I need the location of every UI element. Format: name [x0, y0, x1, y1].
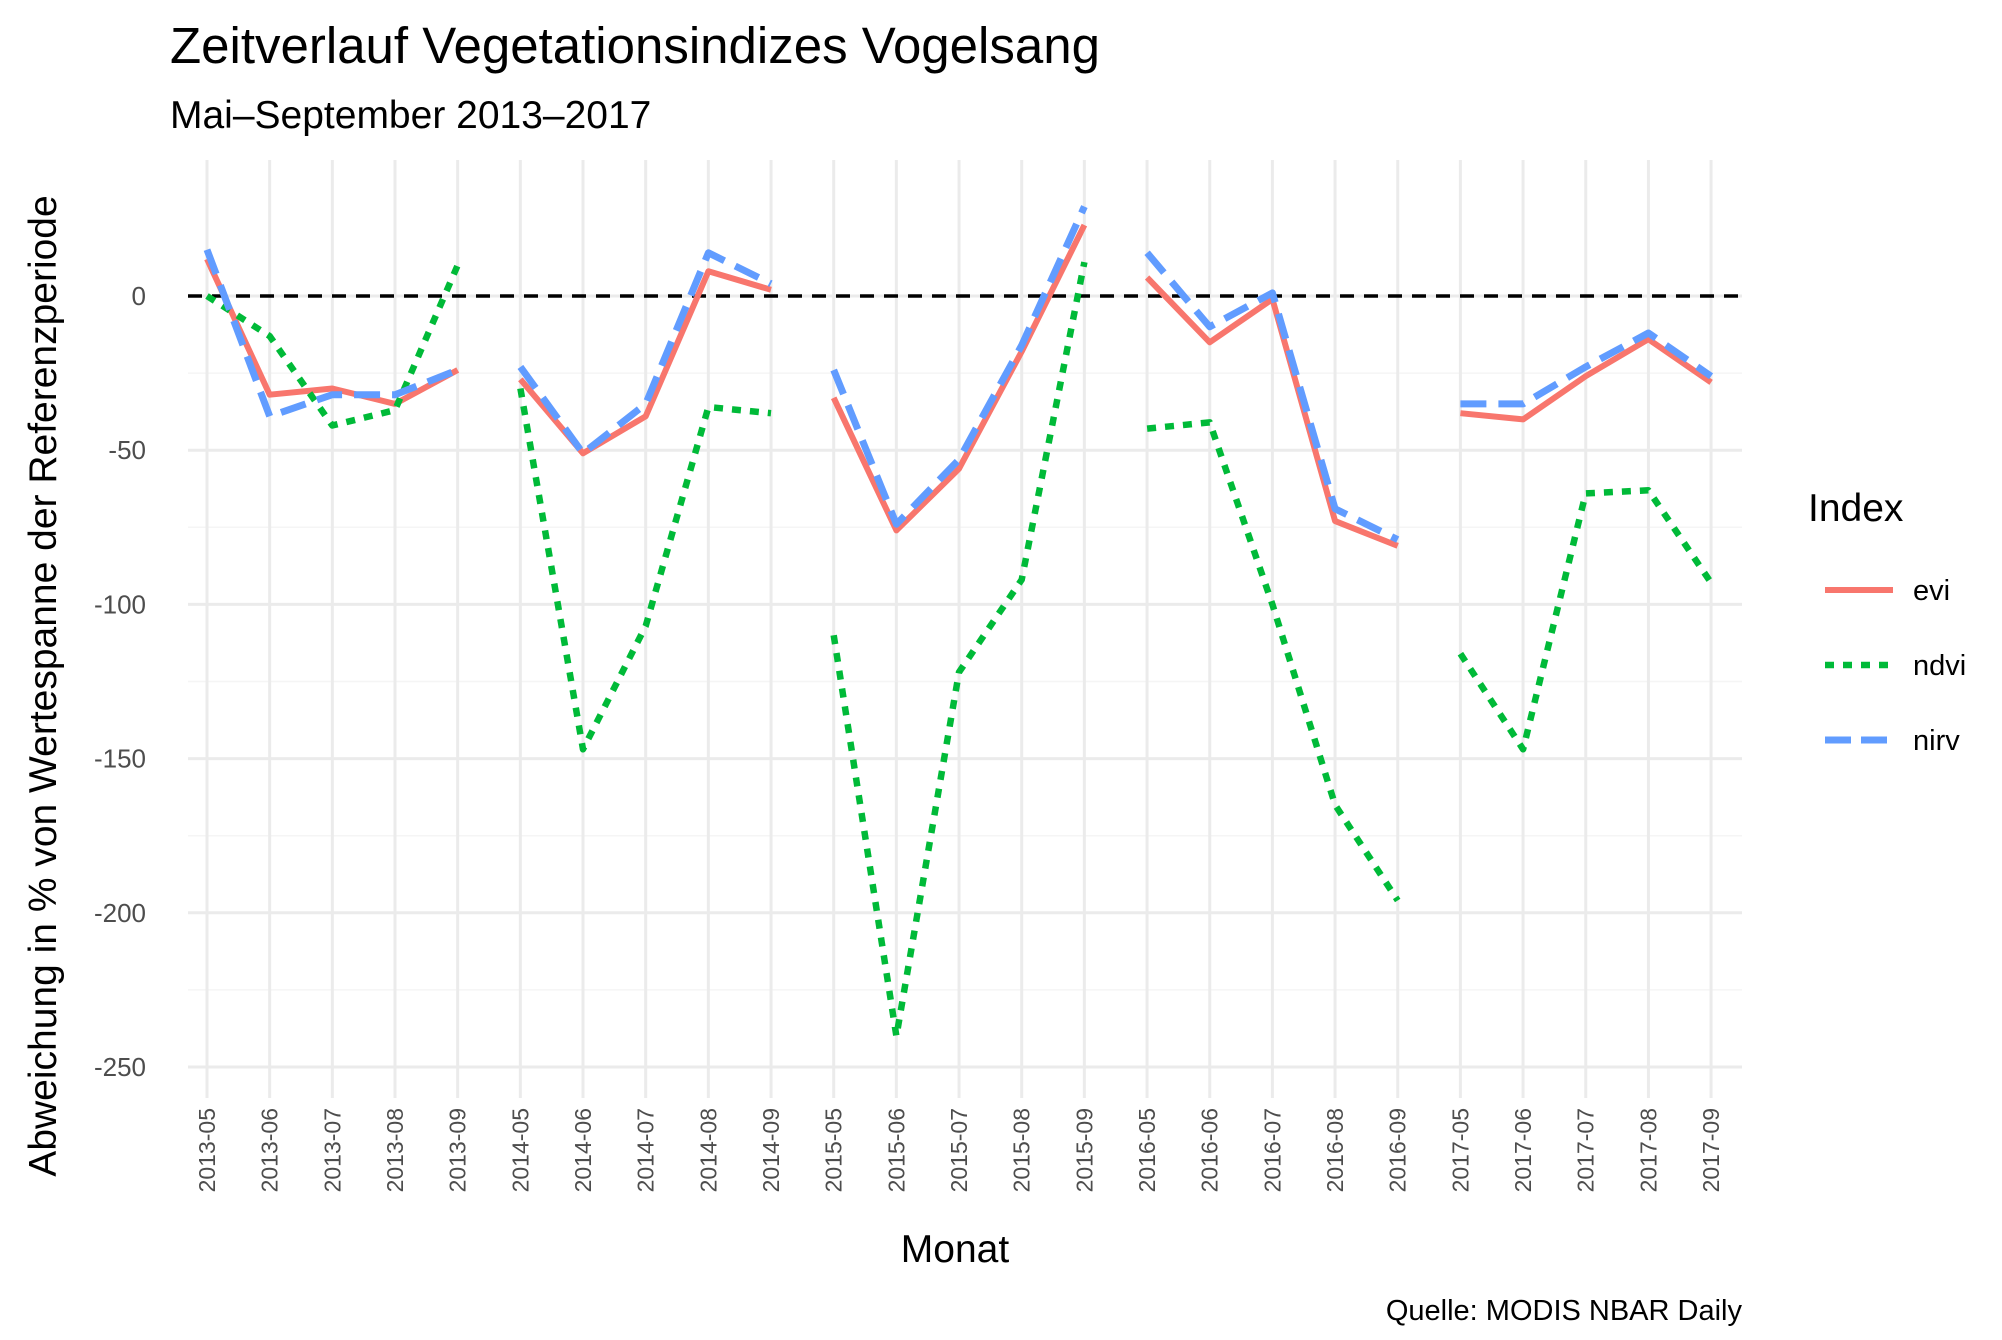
x-tick-label: 2017-08: [1635, 1108, 1661, 1192]
x-tick-label: 2013-07: [319, 1108, 345, 1192]
y-axis-title: Abweichung in % von Wertespanne der Refe…: [22, 195, 65, 1176]
x-tick-label: 2016-07: [1259, 1108, 1285, 1192]
legend-label-nirv: nirv: [1913, 725, 1960, 757]
x-axis-ticks: 2013-05 2013-06 2013-07 2013-08 2013-09 2014-…: [194, 1108, 1724, 1192]
y-axis-ticks: 0 -50 -100 -150 -200 -250: [94, 281, 146, 1082]
series-line-evi: [830, 223, 1088, 534]
y-tick-label: 0: [132, 281, 146, 311]
y-tick-label: -200: [94, 898, 146, 928]
legend: Index evi ndvi nirv: [1808, 487, 1966, 757]
x-tick-label: 2013-09: [445, 1108, 471, 1192]
series-line-evi: [518, 268, 772, 457]
x-tick-label: 2014-09: [758, 1108, 784, 1192]
series-line-ndvi: [1457, 487, 1714, 753]
legend-label-ndvi: ndvi: [1913, 650, 1966, 682]
x-tick-label: 2014-08: [695, 1108, 721, 1192]
y-tick-label: -100: [94, 589, 146, 619]
series-line-nirv: [830, 205, 1088, 528]
y-tick-label: -50: [108, 435, 146, 465]
x-tick-label: 2015-05: [821, 1108, 847, 1192]
x-tick-label: 2015-07: [946, 1108, 972, 1192]
series-line-nirv: [1460, 329, 1714, 408]
x-tick-label: 2016-09: [1385, 1108, 1411, 1192]
x-tick-label: 2015-08: [1009, 1108, 1035, 1192]
chart-title: Zeitverlauf Vegetationsindizes Vogelsang: [170, 17, 1100, 74]
x-axis-title: Monat: [901, 1228, 1010, 1271]
x-tick-label: 2016-05: [1134, 1108, 1160, 1192]
series-ndvi: [205, 261, 1714, 1040]
x-tick-label: 2016-08: [1322, 1108, 1348, 1192]
y-tick-label: -250: [94, 1052, 146, 1082]
x-tick-label: 2017-06: [1510, 1108, 1536, 1192]
legend-label-evi: evi: [1913, 575, 1950, 607]
x-tick-label: 2017-05: [1447, 1108, 1473, 1192]
chart-caption: Quelle: MODIS NBAR Daily: [1386, 1295, 1743, 1327]
x-tick-label: 2014-05: [507, 1108, 533, 1192]
series-line-nirv: [203, 248, 459, 420]
series-line-evi: [204, 257, 460, 407]
major-gridlines: [188, 160, 1742, 1098]
legend-items: evi ndvi nirv: [1825, 575, 1966, 757]
chart-subtitle: Mai–September 2013–2017: [170, 94, 651, 137]
series-line-nirv: [1144, 250, 1400, 543]
x-tick-label: 2016-06: [1197, 1108, 1223, 1192]
series-line-ndvi: [830, 261, 1088, 1040]
x-tick-label: 2015-09: [1071, 1108, 1097, 1192]
x-tick-label: 2013-06: [257, 1108, 283, 1192]
series-line-ndvi: [517, 387, 772, 753]
x-tick-label: 2013-05: [194, 1108, 220, 1192]
series-line-evi: [1460, 336, 1713, 423]
y-tick-label: -150: [94, 744, 146, 774]
series-layer: [203, 205, 1714, 1040]
series-line-ndvi: [1146, 419, 1401, 903]
legend-title: Index: [1808, 487, 1904, 530]
x-tick-label: 2013-08: [382, 1108, 408, 1192]
x-tick-label: 2014-07: [633, 1108, 659, 1192]
x-tick-label: 2015-06: [883, 1108, 909, 1192]
x-tick-label: 2017-09: [1698, 1108, 1724, 1192]
series-line-ndvi: [205, 263, 461, 429]
x-tick-label: 2017-07: [1573, 1108, 1599, 1192]
x-tick-label: 2014-06: [570, 1108, 596, 1192]
series-nirv: [203, 205, 1714, 543]
